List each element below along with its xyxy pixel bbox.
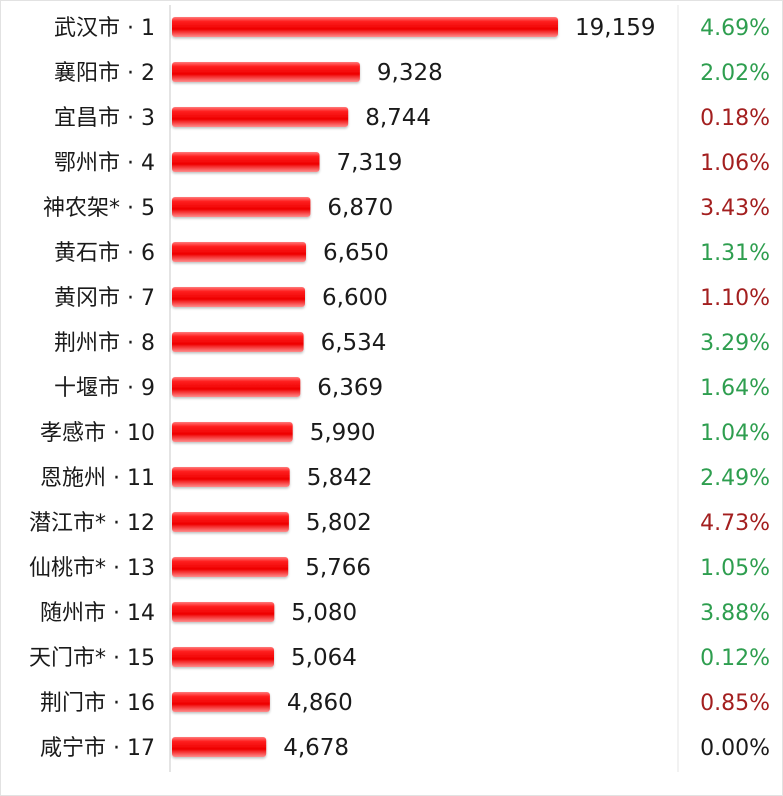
category-label: 荆州市 · 8 [54, 331, 155, 356]
bar [172, 152, 320, 172]
percent-label: 3.29% [700, 331, 770, 356]
bar [172, 287, 305, 307]
bar [172, 467, 290, 487]
bar [172, 692, 270, 712]
bar [172, 377, 301, 397]
bar [172, 737, 267, 757]
percent-label: 4.73% [700, 511, 770, 536]
percent-label: 0.00% [700, 736, 770, 761]
value-label: 9,328 [377, 60, 443, 86]
category-label: 武汉市 · 1 [54, 16, 155, 41]
bar [172, 17, 558, 37]
bar [172, 422, 293, 442]
bar [172, 512, 289, 532]
percent-label: 3.43% [700, 196, 770, 221]
value-label: 5,990 [310, 420, 376, 446]
percent-label: 1.05% [700, 556, 770, 581]
value-label: 8,744 [365, 105, 431, 131]
percent-label: 4.69% [700, 16, 770, 41]
percent-label: 1.06% [700, 151, 770, 176]
category-label: 仙桃市* · 13 [29, 556, 155, 581]
value-label: 5,842 [307, 465, 373, 491]
value-label: 19,159 [575, 15, 655, 41]
bar [172, 557, 289, 577]
category-label: 黄冈市 · 7 [54, 286, 155, 311]
value-label: 5,080 [291, 600, 357, 626]
percent-label: 1.31% [700, 241, 770, 266]
category-label: 鄂州市 · 4 [54, 151, 155, 176]
category-label: 襄阳市 · 2 [54, 61, 155, 86]
category-label: 十堰市 · 9 [54, 376, 155, 401]
percent-label: 1.64% [700, 376, 770, 401]
bar [172, 602, 275, 622]
category-label: 随州市 · 14 [40, 601, 155, 626]
value-label: 6,650 [323, 240, 389, 266]
value-label: 5,766 [305, 555, 371, 581]
bar [172, 647, 274, 667]
value-label: 6,600 [322, 285, 388, 311]
percent-label: 2.02% [700, 61, 770, 86]
category-label: 咸宁市 · 17 [40, 736, 155, 761]
value-label: 6,369 [317, 375, 383, 401]
category-label: 天门市* · 15 [29, 646, 155, 671]
percent-label: 3.88% [700, 601, 770, 626]
category-label: 黄石市 · 6 [54, 241, 155, 266]
category-label: 孝感市 · 10 [40, 421, 155, 446]
percent-label: 2.49% [700, 466, 770, 491]
value-label: 6,870 [327, 195, 393, 221]
value-label: 4,678 [283, 735, 349, 761]
category-label: 荆门市 · 16 [40, 691, 155, 716]
value-label: 7,319 [337, 150, 403, 176]
category-label: 宜昌市 · 3 [54, 106, 155, 131]
value-label: 5,802 [306, 510, 372, 536]
bar [172, 332, 304, 352]
percent-label: 0.18% [700, 106, 770, 131]
percent-label: 0.85% [700, 691, 770, 716]
value-label: 5,064 [291, 645, 357, 671]
category-label: 潜江市* · 12 [29, 511, 155, 536]
bar [172, 197, 311, 217]
percent-label: 0.12% [700, 646, 770, 671]
percent-label: 1.04% [700, 421, 770, 446]
bar [172, 107, 349, 127]
bar [172, 62, 360, 82]
bar [172, 242, 306, 262]
percent-label: 1.10% [700, 286, 770, 311]
category-label: 恩施州 · 11 [40, 466, 155, 491]
value-label: 6,534 [321, 330, 387, 356]
value-label: 4,860 [287, 690, 353, 716]
category-label: 神农架* · 5 [43, 196, 155, 221]
